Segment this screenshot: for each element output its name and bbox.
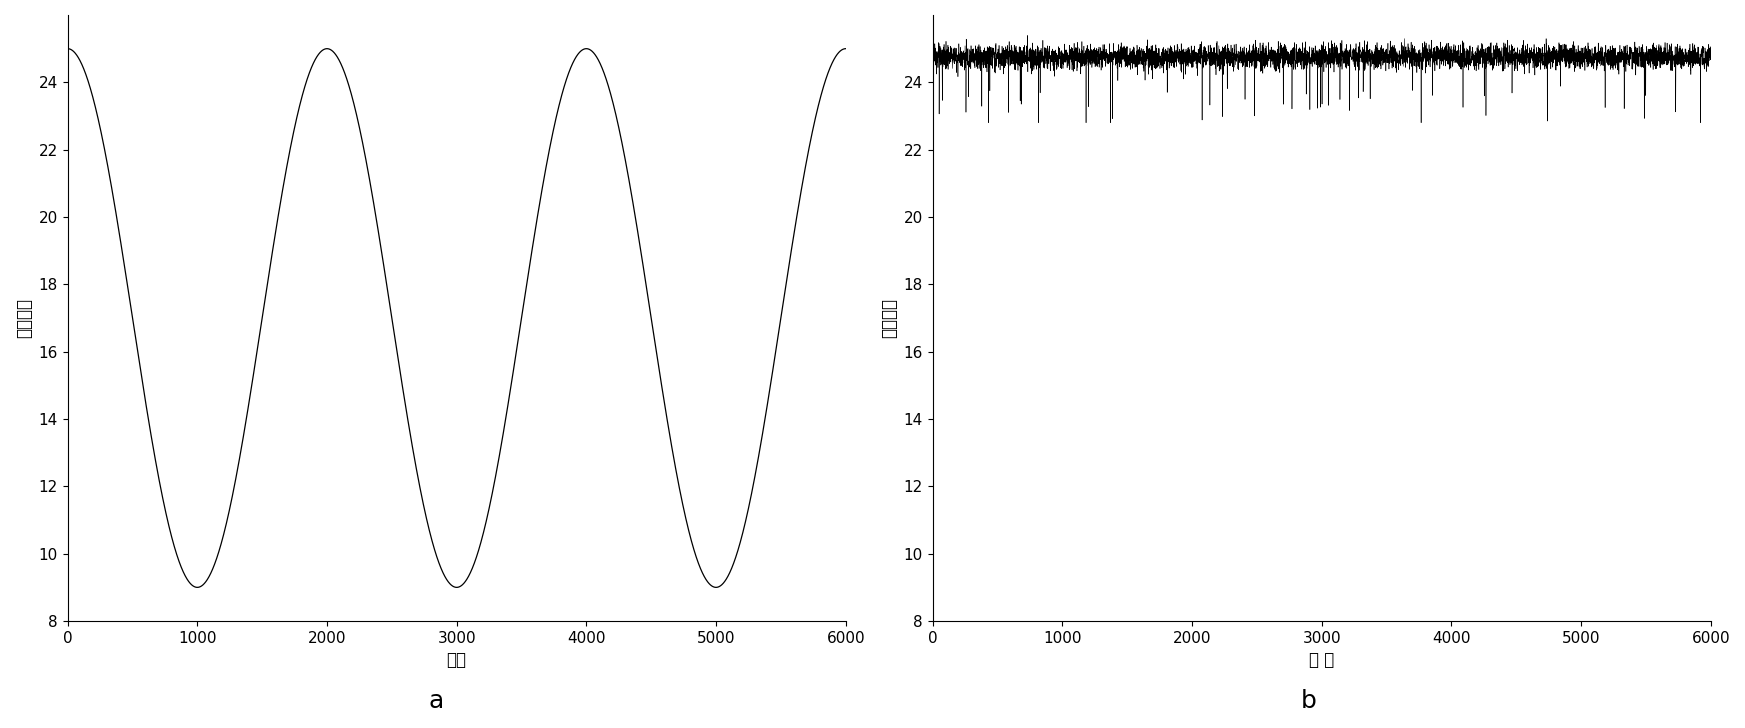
X-axis label: 时间: 时间 [447, 652, 466, 669]
Y-axis label: 功率增益: 功率增益 [879, 298, 899, 338]
Text: b: b [1300, 689, 1317, 713]
Text: a: a [429, 689, 443, 713]
Y-axis label: 功率增益: 功率增益 [16, 298, 33, 338]
X-axis label: 时 间: 时 间 [1309, 652, 1335, 669]
